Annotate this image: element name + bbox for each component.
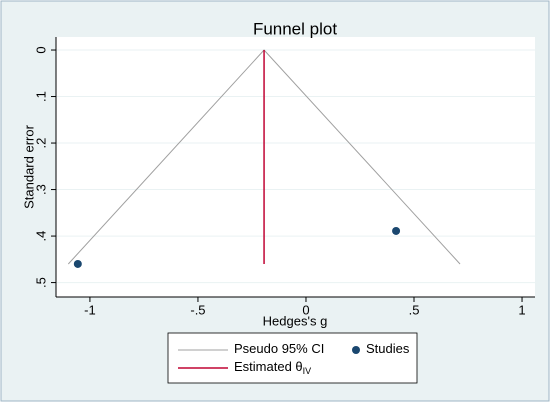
legend-label-subscript: IV xyxy=(303,366,312,376)
x-axis-title: Hedges's g xyxy=(263,313,328,328)
y-tick-label: .4 xyxy=(33,231,48,242)
legend xyxy=(167,332,418,384)
x-tick-label: .5 xyxy=(409,302,420,317)
y-tick-label: 0 xyxy=(33,46,48,53)
legend-label-text: Estimated θ xyxy=(234,359,303,374)
legend-key xyxy=(352,346,360,354)
study-point xyxy=(73,259,82,268)
legend-label: Estimated θIV xyxy=(234,359,311,376)
legend-label: Studies xyxy=(366,341,410,356)
x-tick-label: -.5 xyxy=(190,302,205,317)
y-tick-label: .5 xyxy=(33,277,48,288)
x-tick-label: 0 xyxy=(302,302,309,317)
y-axis-title: Standard error xyxy=(21,124,36,208)
legend-label: Pseudo 95% CI xyxy=(234,341,324,356)
chart-title: Funnel plot xyxy=(253,19,337,38)
y-tick-label: .1 xyxy=(33,91,48,102)
study-point xyxy=(392,226,401,235)
legend-label-text: Studies xyxy=(366,341,410,356)
plot-area xyxy=(56,37,535,297)
x-tick-label: -1 xyxy=(84,302,96,317)
y-tick-label: .2 xyxy=(33,138,48,149)
legend-label-text: Pseudo 95% CI xyxy=(234,341,324,356)
y-tick-label: .3 xyxy=(33,184,48,195)
x-tick-label: 1 xyxy=(518,302,525,317)
